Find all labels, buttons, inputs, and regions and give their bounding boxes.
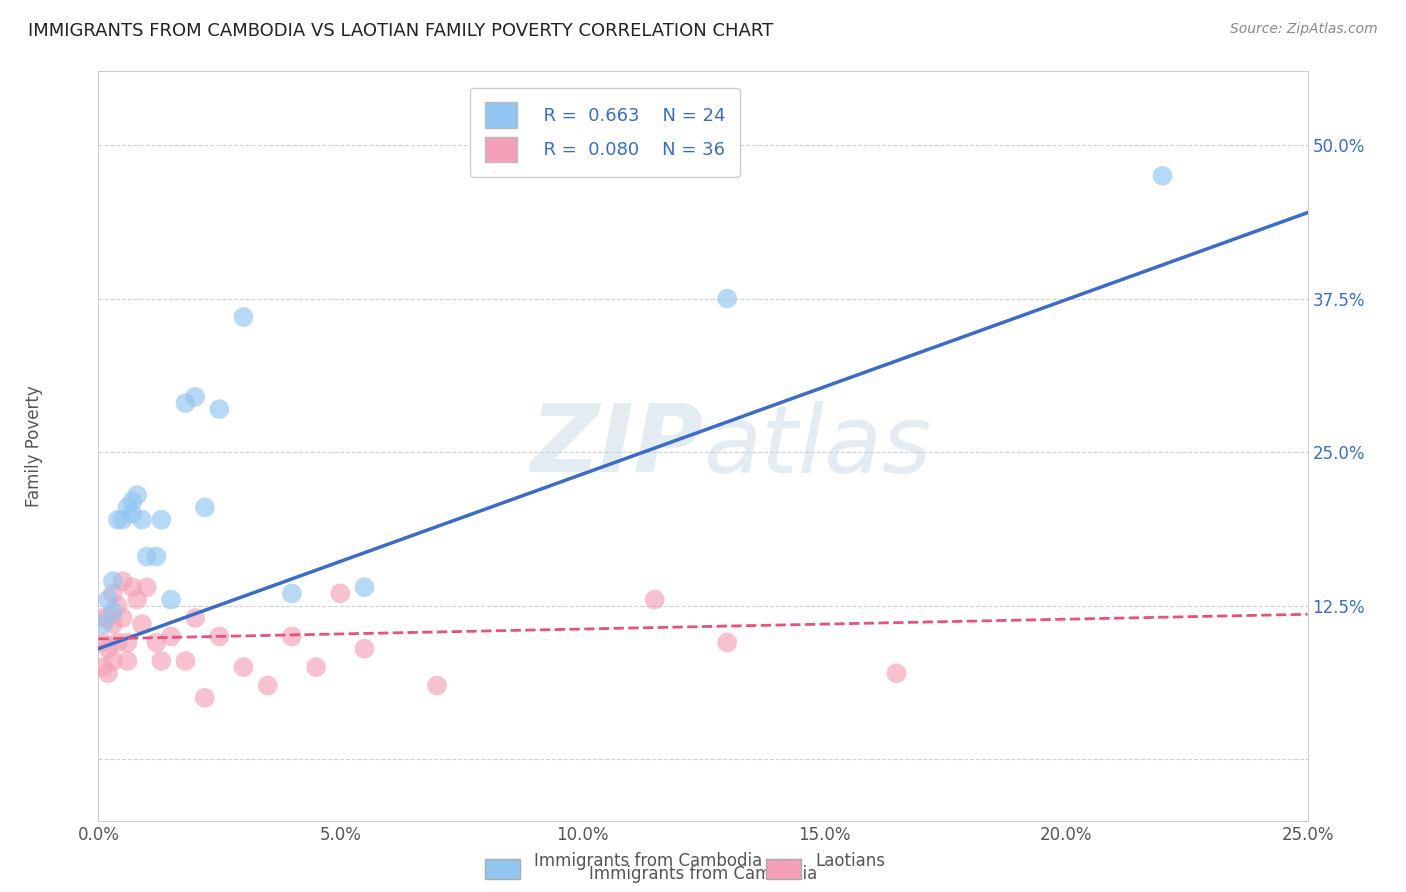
Point (145, 549, 167, 564)
Point (426, 679, 449, 693)
Point (160, 629, 183, 643)
Point (353, 580, 375, 594)
Point (121, 494, 143, 508)
Point (174, 654, 197, 668)
Point (107, 513, 129, 527)
Point (886, 666, 908, 681)
Point (160, 592, 183, 607)
Point (91, 635, 114, 649)
Text: Immigrants from Cambodia: Immigrants from Cambodia (589, 865, 817, 883)
Point (117, 635, 139, 649)
Point (184, 611, 207, 625)
Point (256, 679, 278, 693)
Point (281, 586, 304, 600)
Text: atlas: atlas (703, 401, 931, 491)
Point (131, 513, 153, 527)
Point (184, 390, 207, 404)
Point (174, 396, 197, 410)
Point (111, 513, 134, 527)
Point (150, 654, 173, 668)
Text: IMMIGRANTS FROM CAMBODIA VS LAOTIAN FAMILY POVERTY CORRELATION CHART: IMMIGRANTS FROM CAMBODIA VS LAOTIAN FAMI… (28, 22, 773, 40)
Legend:   R =  0.663    N = 24,   R =  0.080    N = 36: R = 0.663 N = 24, R = 0.080 N = 36 (470, 88, 740, 177)
Point (101, 617, 124, 632)
Point (127, 592, 149, 607)
Point (208, 629, 231, 643)
Point (97, 666, 120, 681)
Point (353, 641, 375, 656)
Point (127, 488, 149, 502)
Point (91, 660, 114, 674)
Point (150, 513, 173, 527)
Point (101, 654, 124, 668)
Point (97, 611, 120, 625)
Point (101, 574, 124, 588)
Text: Immigrants from Cambodia: Immigrants from Cambodia (534, 852, 762, 870)
Point (194, 500, 217, 515)
Y-axis label: Family Poverty: Family Poverty (25, 385, 42, 507)
Point (716, 635, 738, 649)
Point (91, 617, 114, 632)
Point (117, 654, 139, 668)
Text: Source: ZipAtlas.com: Source: ZipAtlas.com (1230, 22, 1378, 37)
Point (305, 660, 328, 674)
Point (97, 592, 120, 607)
Point (121, 507, 143, 521)
Point (644, 592, 666, 607)
Point (107, 599, 129, 613)
Point (117, 500, 139, 515)
Point (111, 574, 134, 588)
Point (135, 549, 157, 564)
Point (111, 611, 134, 625)
Point (97, 641, 120, 656)
Text: Laotians: Laotians (815, 852, 886, 870)
Point (232, 310, 254, 324)
Point (131, 617, 153, 632)
Point (101, 586, 124, 600)
Text: ZIP: ZIP (530, 400, 703, 492)
Point (145, 635, 167, 649)
Point (1152, 169, 1174, 183)
Point (208, 402, 231, 417)
Point (329, 586, 352, 600)
Point (91, 611, 114, 625)
Point (135, 580, 157, 594)
Point (107, 635, 129, 649)
Point (232, 660, 254, 674)
Point (194, 690, 217, 705)
Point (101, 605, 124, 619)
Point (281, 629, 304, 643)
Point (121, 580, 143, 594)
Point (716, 292, 738, 306)
